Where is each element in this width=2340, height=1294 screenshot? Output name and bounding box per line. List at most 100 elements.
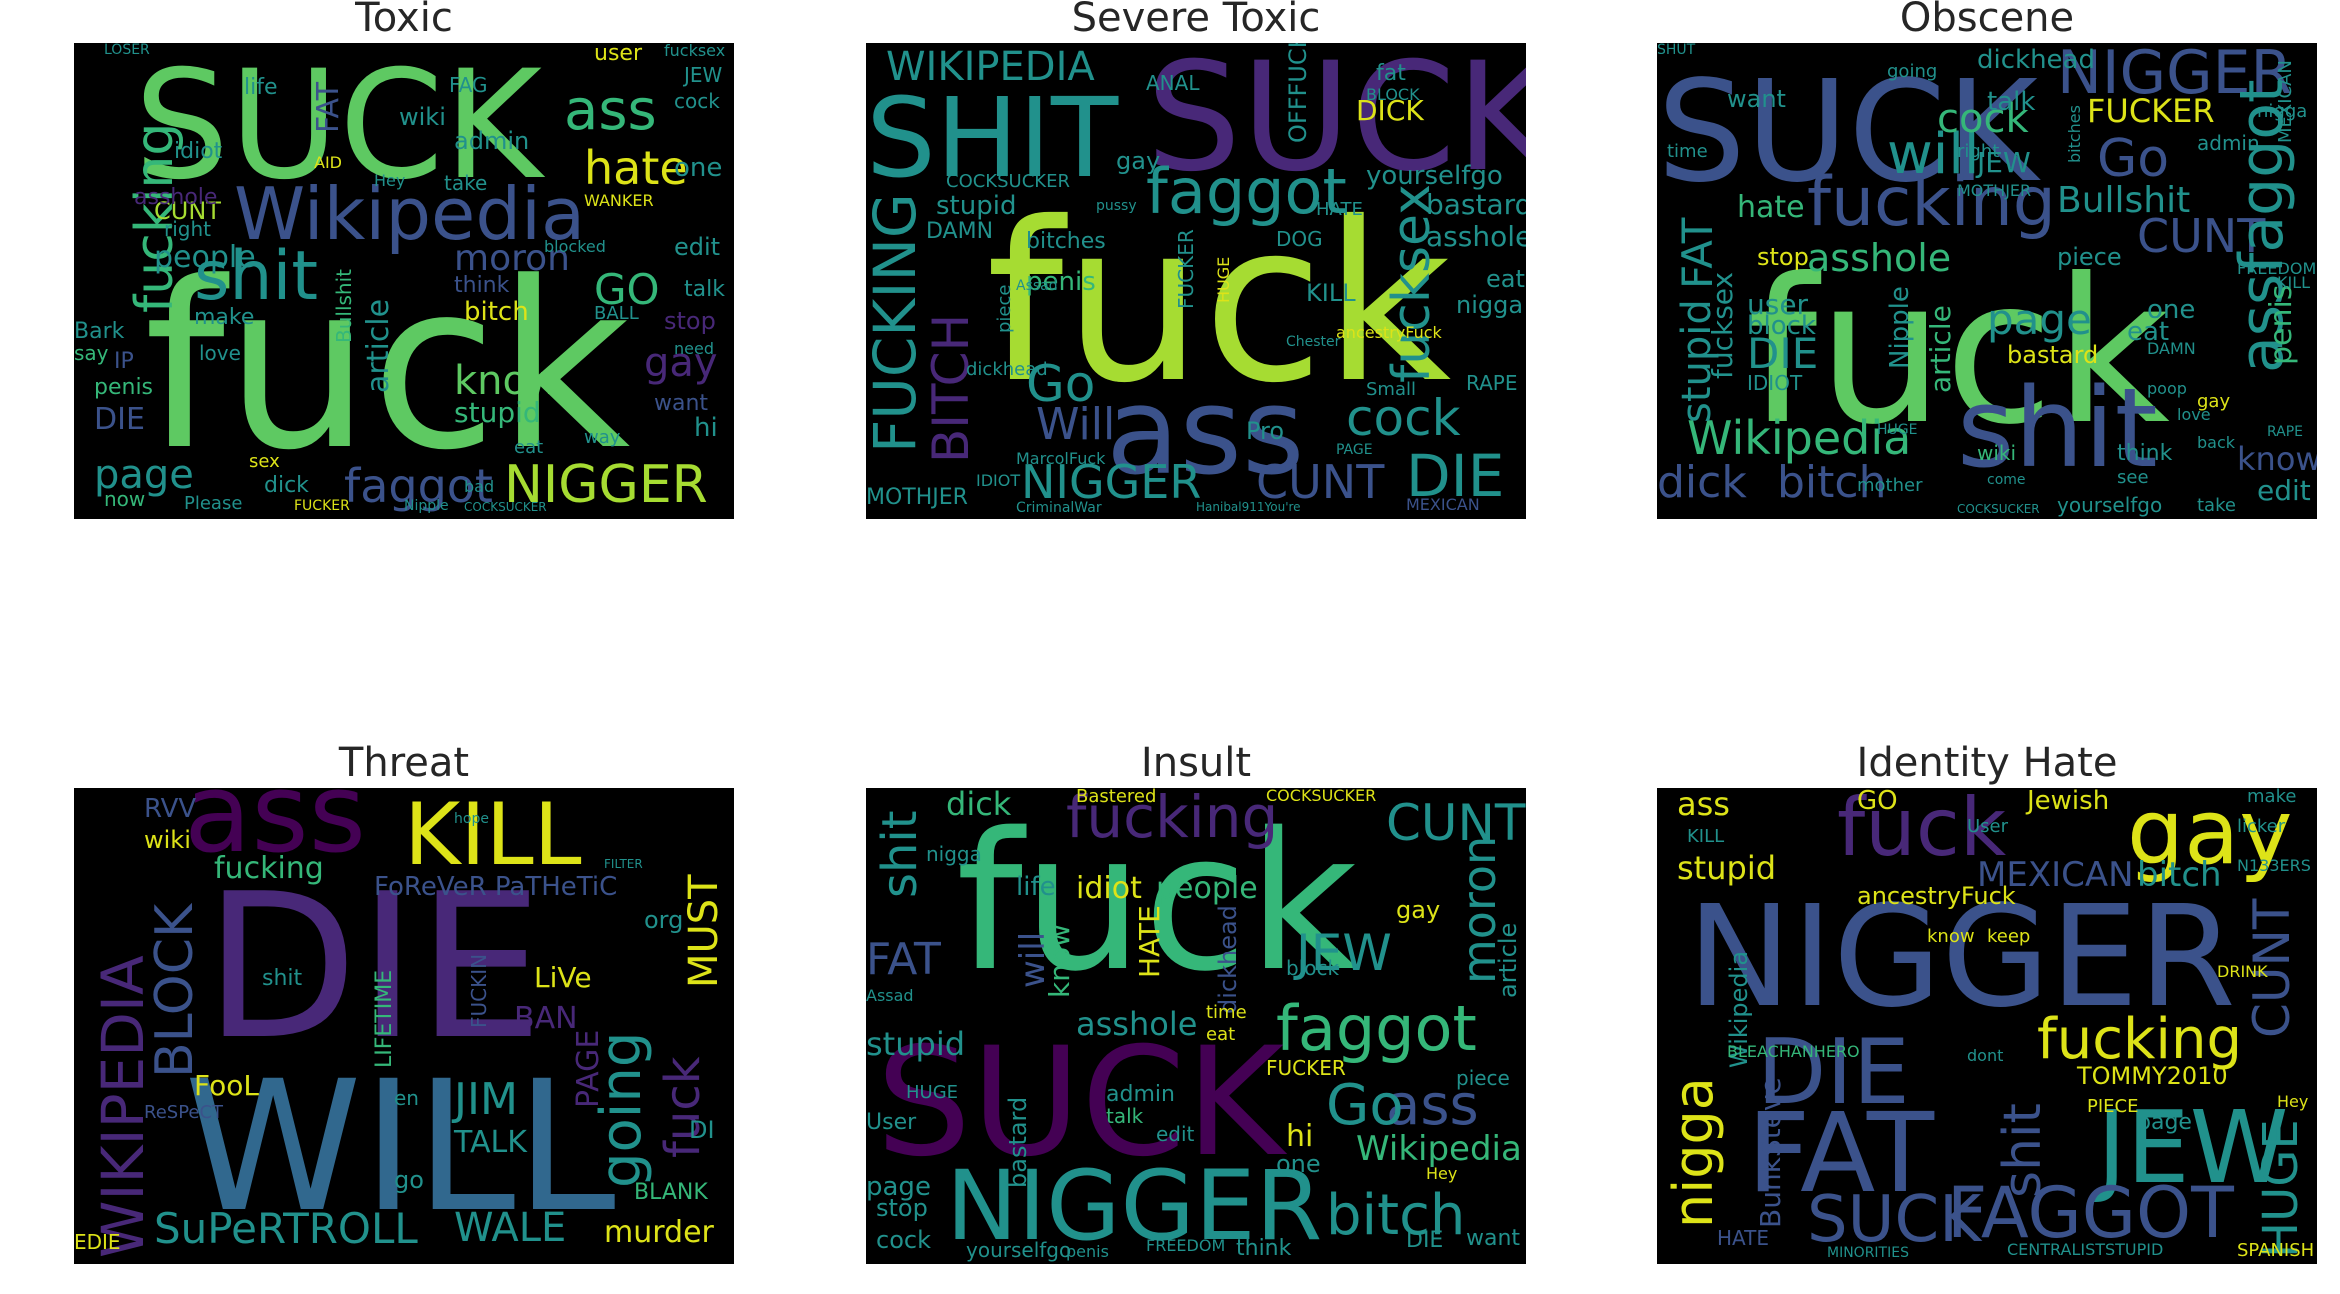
cloud-word: ancestryFuck xyxy=(1857,882,2016,910)
cloud-word: shit xyxy=(1993,1103,2053,1198)
cloud-word: RAPE xyxy=(2267,424,2304,440)
cloud-word: article xyxy=(361,298,396,393)
word-cloud: NIGGER gay fuck FAT DIE JEW FAGGOT SUCK fucking n… xyxy=(1657,788,2317,1264)
cloud-word: CUNT xyxy=(2137,209,2266,263)
cloud-word: pussy xyxy=(1096,198,1137,214)
cloud-word: user xyxy=(594,43,642,66)
cloud-word: going xyxy=(1887,61,1938,82)
cloud-word: Go xyxy=(1326,1073,1404,1138)
cloud-word: user xyxy=(1747,288,1809,321)
cloud-word: SUCK xyxy=(1146,43,1526,205)
cloud-word: HATE xyxy=(1717,1226,1770,1250)
cloud-word: fuck xyxy=(1747,236,2170,469)
cloud-word: people xyxy=(1156,871,1258,906)
cloud-word: dont xyxy=(1967,1046,2004,1065)
cloud-word: keep xyxy=(1987,926,2031,947)
cloud-word: fucking xyxy=(1807,163,2056,242)
cloud-word: shit xyxy=(194,237,319,316)
cloud-word: Hey xyxy=(374,171,406,190)
cloud-word: shit xyxy=(872,810,928,898)
cloud-word: FooL xyxy=(194,1069,259,1102)
cloud-word: DI xyxy=(689,1116,715,1144)
cloud-word: PAGE xyxy=(571,1029,606,1108)
cloud-word: nigga xyxy=(926,842,982,866)
cloud-word: piece xyxy=(2057,243,2122,271)
cloud-word: Wikipedia xyxy=(1356,1129,1522,1169)
cloud-word: ancestryFuck xyxy=(1336,323,1442,342)
cloud-word: nigga xyxy=(2257,101,2308,122)
cloud-word: penis xyxy=(1066,1242,1109,1261)
cloud-word: fuck xyxy=(1837,788,2007,874)
cloud-word: Bullshit xyxy=(2057,180,2191,221)
cloud-word: Pro xyxy=(1246,417,1285,445)
cloud-word: ass xyxy=(1106,363,1305,502)
cloud-word: org xyxy=(644,906,684,934)
cloud-word: wiki xyxy=(1977,441,2017,465)
cloud-word: Assad xyxy=(1016,278,1058,294)
cloud-word: bastard xyxy=(1004,1096,1032,1188)
cloud-word: FAT xyxy=(866,934,941,985)
cloud-word: WALE xyxy=(454,1205,567,1251)
cloud-word: gay xyxy=(1396,896,1441,924)
cloud-word: admin xyxy=(1106,1082,1175,1107)
word-cloud: fuck SUCK NIGGER fucking CUNT faggot moron JEW b… xyxy=(866,788,1526,1264)
cloud-word: N133ERS xyxy=(2237,856,2311,875)
cloud-word: go xyxy=(394,1166,424,1194)
cloud-word: Bullshit xyxy=(332,268,356,343)
cloud-word: eat xyxy=(1486,265,1525,293)
cloud-word: dickhead xyxy=(1214,905,1242,1014)
cloud-word: know xyxy=(2237,440,2317,478)
cloud-word: DAMN xyxy=(926,219,994,244)
cloud-word: one xyxy=(1276,1150,1321,1178)
cloud-word: Bastered xyxy=(1076,788,1157,807)
word-cloud: SUCK fuck ass SHIT WIKIPEDIA faggot FUCKING BIT… xyxy=(866,43,1526,519)
cloud-word: Bark xyxy=(74,319,125,344)
cloud-word: CriminalWar xyxy=(1016,500,1102,516)
cloud-word: GO xyxy=(1857,788,1898,816)
cloud-word: BITCH xyxy=(922,313,980,463)
panel-identity-hate: Identity Hate NIGGER gay fuck FAT DIE JEW FAGG… xyxy=(1657,740,2317,1264)
cloud-word: penis xyxy=(2264,284,2299,365)
cloud-word: COCKSUCKER xyxy=(464,500,547,514)
cloud-word: sex xyxy=(249,451,280,472)
cloud-word: Go xyxy=(2097,129,2170,189)
cloud-word: fucking xyxy=(2037,1007,2243,1072)
cloud-word: shit xyxy=(1957,364,2158,492)
cloud-word: stupid xyxy=(866,1025,966,1063)
cloud-word: LIFETIME xyxy=(372,969,397,1068)
cloud-word: GO xyxy=(594,265,660,314)
cloud-word: yourselfgo xyxy=(966,1238,1072,1262)
cloud-word: people xyxy=(154,240,256,275)
cloud-word: NIGGER xyxy=(2057,43,2293,108)
cloud-word: stop xyxy=(1757,243,1809,271)
cloud-word: MOTHJER xyxy=(866,485,968,510)
cloud-word: bastard xyxy=(2007,341,2099,369)
cloud-word: MUST xyxy=(681,874,727,988)
cloud-word: right xyxy=(1957,141,2000,162)
cloud-word: fuck xyxy=(986,175,1452,431)
cloud-word: see xyxy=(2117,467,2149,488)
cloud-word: asshole xyxy=(1426,220,1526,253)
cloud-word: JEW xyxy=(2097,1089,2289,1206)
panel-title: Threat xyxy=(338,740,470,786)
cloud-word: JIM xyxy=(454,1074,518,1125)
cloud-word: take xyxy=(2197,495,2236,516)
cloud-word: Will xyxy=(1036,399,1116,450)
cloud-word: talk xyxy=(684,277,725,302)
cloud-word: DIE xyxy=(1406,442,1505,510)
cloud-word: Wikipedia xyxy=(1687,411,1912,465)
cloud-word: fucking xyxy=(1066,788,1279,851)
cloud-word: cock xyxy=(674,89,720,113)
cloud-word: make xyxy=(194,305,255,330)
cloud-word: love xyxy=(199,341,241,365)
cloud-word: dickhead xyxy=(1977,45,2095,75)
cloud-word: FAT xyxy=(311,81,346,133)
cloud-word: moron xyxy=(454,238,570,279)
panel-title: Toxic xyxy=(355,0,453,41)
cloud-word: FoReVeR PaTHeTiC xyxy=(374,872,618,902)
cloud-word: edit xyxy=(1156,1122,1195,1146)
cloud-word: now xyxy=(104,487,146,511)
cloud-word: block xyxy=(1286,956,1340,980)
cloud-word: DIE xyxy=(1747,329,1819,378)
cloud-word: Hey xyxy=(2277,1092,2309,1111)
